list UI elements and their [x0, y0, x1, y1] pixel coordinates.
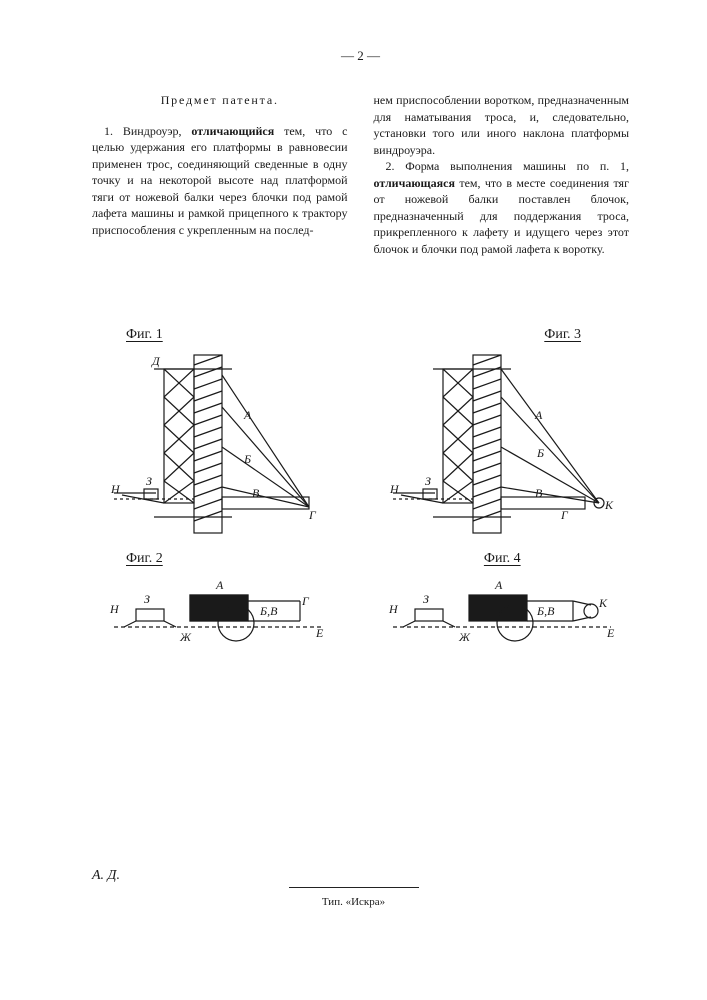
claim-text-right: нем приспособлении воротком, предназначе… [374, 92, 630, 257]
figure-2-label: Фиг. 2 [126, 551, 163, 567]
svg-text:К: К [598, 596, 608, 610]
svg-text:Б: Б [243, 452, 251, 466]
figure-2-drawing: А Б,В Г Н З Ж Е [104, 571, 334, 646]
svg-text:Г: Г [308, 508, 317, 522]
figure-3-drawing: А Б В Г К Н З [387, 347, 617, 537]
printer-imprint: Тип. «Искра» [322, 896, 385, 908]
svg-text:Г: Г [301, 594, 310, 608]
svg-text:Н: Н [110, 482, 121, 496]
column-right: нем приспособлении воротком, предназначе… [374, 92, 630, 263]
svg-text:Е: Е [606, 626, 615, 640]
svg-text:З: З [425, 474, 431, 488]
figure-4-drawing: А Б,В К Н З Ж Е [387, 571, 617, 646]
imprint-rule [289, 887, 419, 888]
subject-heading: Предмет патента. [92, 92, 348, 109]
figure-1: Фиг. 1 [92, 327, 346, 537]
figure-3-label: Фиг. 3 [544, 327, 581, 343]
svg-text:Б,В: Б,В [259, 604, 278, 618]
svg-text:Ж: Ж [458, 630, 471, 644]
svg-text:З: З [423, 592, 429, 606]
svg-text:Н: Н [389, 482, 400, 496]
svg-text:Б: Б [536, 446, 544, 460]
claim-text-left: 1. Виндроуэр, отличающийся тем, что с це… [92, 123, 348, 239]
svg-text:З: З [144, 592, 150, 606]
figure-4: Фиг. 4 [376, 551, 630, 646]
patent-figures: Фиг. 1 [92, 327, 629, 646]
imprint-block: Тип. «Искра» [0, 887, 707, 910]
figure-4-label: Фиг. 4 [484, 551, 521, 567]
svg-text:А: А [494, 578, 503, 592]
figure-2: Фиг. 2 [92, 551, 346, 646]
signature: А. Д. [92, 868, 120, 884]
svg-text:Ж: Ж [179, 630, 192, 644]
svg-text:К: К [604, 498, 614, 512]
column-left: Предмет патента. 1. Виндроуэр, отличающи… [92, 92, 348, 263]
svg-text:А: А [534, 408, 543, 422]
svg-text:В: В [252, 486, 260, 500]
svg-text:Е: Е [315, 626, 324, 640]
figure-1-label: Фиг. 1 [126, 327, 163, 343]
svg-text:В: В [535, 486, 543, 500]
page-number: — 2 — [92, 48, 629, 64]
patent-claims: Предмет патента. 1. Виндроуэр, отличающи… [92, 92, 629, 263]
svg-text:Г: Г [560, 508, 569, 522]
svg-text:Н: Н [388, 602, 399, 616]
figure-3: Фиг. 3 [376, 327, 630, 537]
svg-text:Б,В: Б,В [536, 604, 555, 618]
svg-text:З: З [146, 474, 152, 488]
svg-text:А: А [215, 578, 224, 592]
svg-text:Д: Д [151, 354, 161, 368]
svg-text:Н: Н [109, 602, 120, 616]
svg-text:А: А [243, 408, 252, 422]
figure-1-drawing: Д А Б В Г Н З [104, 347, 334, 537]
